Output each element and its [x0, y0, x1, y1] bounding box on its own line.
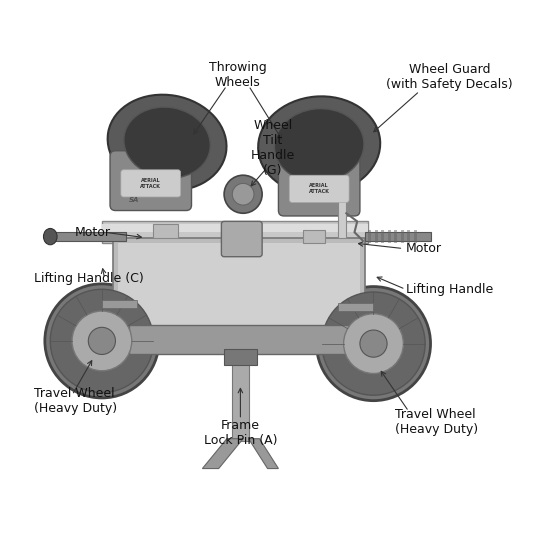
Bar [368, 229, 371, 243]
Text: AERIAL
ATTACK: AERIAL ATTACK [140, 178, 161, 189]
Bar [338, 200, 346, 238]
Bar [102, 224, 368, 232]
Ellipse shape [224, 175, 262, 213]
Text: Throwing
Wheels: Throwing Wheels [209, 61, 266, 88]
FancyBboxPatch shape [278, 156, 360, 216]
Text: SA: SA [129, 197, 140, 203]
Circle shape [360, 330, 387, 357]
Ellipse shape [232, 183, 254, 205]
Ellipse shape [44, 228, 57, 245]
Text: Travel Wheel
(Heavy Duty): Travel Wheel (Heavy Duty) [34, 387, 117, 414]
Bar [102, 300, 137, 308]
Bar [388, 229, 391, 243]
Bar [224, 349, 257, 365]
Polygon shape [203, 438, 243, 468]
Bar [303, 229, 325, 243]
Bar [414, 229, 417, 243]
Bar [394, 229, 397, 243]
Bar [232, 352, 248, 441]
FancyBboxPatch shape [121, 170, 181, 197]
Text: Lifting Handle (C): Lifting Handle (C) [34, 272, 144, 285]
FancyBboxPatch shape [221, 221, 262, 257]
Ellipse shape [258, 96, 380, 194]
FancyBboxPatch shape [289, 175, 349, 203]
Ellipse shape [124, 107, 210, 178]
Circle shape [72, 311, 132, 371]
Circle shape [88, 327, 115, 354]
Bar [407, 229, 411, 243]
FancyBboxPatch shape [110, 151, 192, 211]
Bar [113, 238, 365, 333]
Text: Wheel
Tilt
Handle
(G): Wheel Tilt Handle (G) [251, 119, 295, 177]
Bar [153, 224, 178, 238]
Text: Motor: Motor [406, 242, 442, 255]
Text: Frame
Lock Pin (A): Frame Lock Pin (A) [204, 419, 277, 447]
Bar [381, 229, 384, 243]
Ellipse shape [275, 109, 364, 182]
Bar [118, 243, 360, 327]
Text: Wheel Guard
(with Safety Decals): Wheel Guard (with Safety Decals) [386, 63, 513, 91]
Circle shape [45, 284, 159, 398]
Bar [375, 229, 378, 243]
Circle shape [317, 287, 431, 401]
Bar [338, 303, 373, 311]
Text: Lifting Handle: Lifting Handle [406, 283, 494, 296]
Text: AERIAL
ATTACK: AERIAL ATTACK [308, 183, 330, 194]
Text: Motor: Motor [75, 225, 111, 239]
Circle shape [322, 292, 425, 395]
Circle shape [343, 314, 403, 373]
Bar [365, 232, 431, 241]
Bar [401, 229, 404, 243]
Bar [102, 221, 368, 243]
Text: Travel Wheel
(Heavy Duty): Travel Wheel (Heavy Duty) [395, 408, 478, 436]
Bar [50, 232, 126, 241]
Ellipse shape [108, 94, 227, 191]
Bar [129, 325, 349, 354]
Circle shape [50, 289, 153, 393]
Polygon shape [248, 438, 278, 468]
